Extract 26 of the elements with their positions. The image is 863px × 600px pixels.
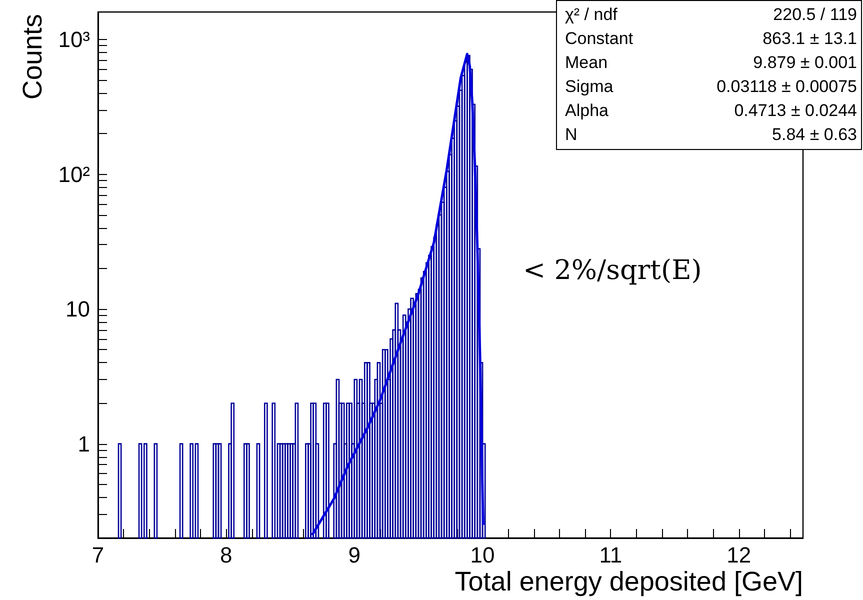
annotation: Alpha [565, 100, 608, 122]
y-tick-label: 1 [78, 431, 90, 456]
annotation: Sigma [565, 76, 614, 98]
y-tick-label: 10³ [58, 27, 90, 52]
x-tick-label: 12 [726, 542, 752, 568]
x-tick-label: 7 [92, 542, 104, 568]
x-tick-label: 11 [599, 542, 622, 568]
y-tick-label: 10² [58, 162, 90, 187]
annotation: 0.03118 ± 0.00075 [716, 76, 857, 98]
annotation: 9.879 ± 0.001 [753, 52, 857, 74]
annotation: Constant [565, 28, 634, 50]
annotation: 220.5 / 119 [773, 4, 857, 26]
x-axis-title: Total energy deposited [GeV] [454, 566, 803, 596]
annotation: 863.1 ± 13.1 [762, 28, 857, 50]
annotation: 0.4713 ± 0.0244 [734, 100, 857, 122]
x-tick-label: 9 [348, 542, 360, 568]
y-tick-label: 10 [66, 296, 90, 322]
x-tick-label: 10 [470, 542, 495, 568]
annotation: < 2%/sqrt(E) [523, 255, 702, 286]
annotation: χ² / ndf [565, 4, 618, 26]
line-series [310, 52, 484, 536]
annotation: N [565, 124, 578, 146]
annotation: Mean [565, 52, 608, 74]
annotation: 5.84 ± 0.63 [772, 124, 857, 146]
x-tick-label: 8 [220, 542, 232, 568]
y-axis-title: Counts [18, 14, 48, 100]
